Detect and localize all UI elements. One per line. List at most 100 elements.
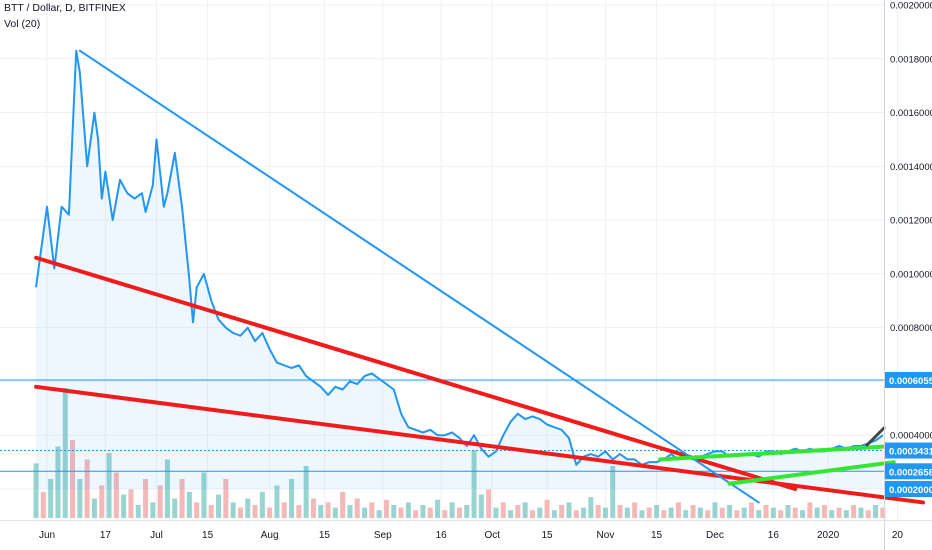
- volume-bar: [595, 505, 601, 518]
- volume-bar: [610, 466, 616, 518]
- x-tick-label: 16: [768, 530, 780, 541]
- price-label-box: [885, 442, 932, 459]
- volume-bar: [617, 505, 623, 518]
- trendline-blue: [78, 49, 760, 504]
- x-tick-label: Sep: [374, 530, 392, 541]
- volume-bar: [493, 507, 499, 518]
- volume-bar: [573, 510, 579, 518]
- x-tick-label: 15: [319, 530, 331, 541]
- x-tick-label: 20: [892, 530, 904, 541]
- volume-bar: [690, 505, 696, 518]
- volume-bar: [632, 502, 638, 518]
- volume-bar: [186, 492, 192, 518]
- volume-bar: [508, 510, 514, 518]
- volume-bar: [157, 485, 163, 518]
- volume-bar: [807, 502, 813, 518]
- volume-bar: [223, 479, 229, 518]
- volume-bar: [245, 498, 251, 518]
- chart-symbol-title: BTT / Dollar, D, BITFINEX: [4, 2, 126, 14]
- volume-bar: [55, 446, 61, 518]
- x-tick-label: Nov: [597, 530, 615, 541]
- y-tick-label: 0.00100000: [890, 269, 932, 280]
- volume-indicator-label: Vol (20): [4, 18, 41, 30]
- volume-bar: [456, 507, 462, 518]
- volume-bar: [230, 502, 236, 518]
- volume-bar: [865, 510, 871, 518]
- volume-bar: [544, 499, 550, 518]
- volume-bar: [259, 492, 265, 518]
- volume-bar: [522, 502, 528, 518]
- volume-bar: [289, 479, 295, 518]
- volume-bar: [515, 505, 521, 518]
- volume-bar: [208, 505, 214, 518]
- volume-bar: [741, 507, 747, 518]
- volume-bar: [559, 505, 565, 518]
- x-tick-label: 15: [651, 530, 663, 541]
- volume-bar: [62, 388, 68, 518]
- volume-bar: [646, 507, 652, 518]
- volume-bar: [106, 453, 112, 518]
- volume-bar: [792, 507, 798, 518]
- y-tick-label: 0.00200000: [890, 1, 932, 12]
- volume-bar: [537, 507, 543, 518]
- y-tick-label: 0.00160000: [890, 108, 932, 119]
- y-tick-label: 0.00080000: [890, 323, 932, 334]
- volume-bar: [770, 507, 776, 518]
- volume-bar: [143, 479, 149, 518]
- volume-bar: [376, 510, 382, 518]
- volume-bar: [471, 450, 477, 518]
- volume-bar: [48, 479, 54, 518]
- price-area-fill: [36, 50, 883, 489]
- volume-bar: [121, 494, 127, 518]
- price-label-text: 0.00034314: [889, 447, 932, 458]
- volume-bar: [383, 499, 389, 518]
- volume-bar: [763, 505, 769, 518]
- volume-bar: [164, 459, 170, 518]
- volume-bar: [639, 510, 645, 518]
- volume-bar: [91, 498, 97, 518]
- volume-bar: [274, 485, 280, 518]
- volume-bar: [464, 505, 470, 518]
- volume-bar: [150, 502, 156, 518]
- volume-bar: [70, 440, 76, 518]
- volume-bar: [814, 507, 820, 518]
- volume-bar: [748, 502, 754, 518]
- x-tick-label: Jun: [39, 530, 55, 541]
- volume-bar: [683, 510, 689, 518]
- volume-bar: [172, 498, 178, 518]
- volume-bar: [551, 510, 557, 518]
- volume-bar: [296, 505, 302, 518]
- volume-bar: [391, 505, 397, 518]
- volume-bar: [705, 510, 711, 518]
- volume-bar: [194, 502, 200, 518]
- volume-bar: [340, 492, 346, 518]
- volume-bar: [252, 505, 258, 518]
- volume-bar: [420, 505, 426, 518]
- volume-bar: [303, 466, 309, 518]
- volume-bar: [785, 505, 791, 518]
- y-tick-label: 0.00040000: [890, 431, 932, 442]
- volume-bar: [332, 507, 338, 518]
- volume-bar: [77, 479, 83, 518]
- volume-bar: [179, 479, 185, 518]
- volume-bar: [719, 507, 725, 518]
- y-tick-label: 0.00140000: [890, 162, 932, 173]
- volume-bar: [851, 505, 857, 518]
- volume-bar: [201, 472, 207, 518]
- volume-bar: [347, 505, 353, 518]
- volume-bar: [281, 502, 287, 518]
- volume-bar: [829, 510, 835, 518]
- volume-bar: [369, 502, 375, 518]
- volume-bar: [500, 502, 506, 518]
- volume-bar: [442, 510, 448, 518]
- trendline-red: [34, 384, 925, 505]
- volume-bar: [624, 507, 630, 518]
- volume-bar: [734, 510, 740, 518]
- x-tick-label: Jul: [150, 530, 163, 541]
- time-axis-separator: [0, 520, 932, 521]
- volume-bar: [405, 502, 411, 518]
- x-tick-label: 17: [100, 530, 112, 541]
- volume-bar: [697, 507, 703, 518]
- projection-arrow: [865, 426, 886, 447]
